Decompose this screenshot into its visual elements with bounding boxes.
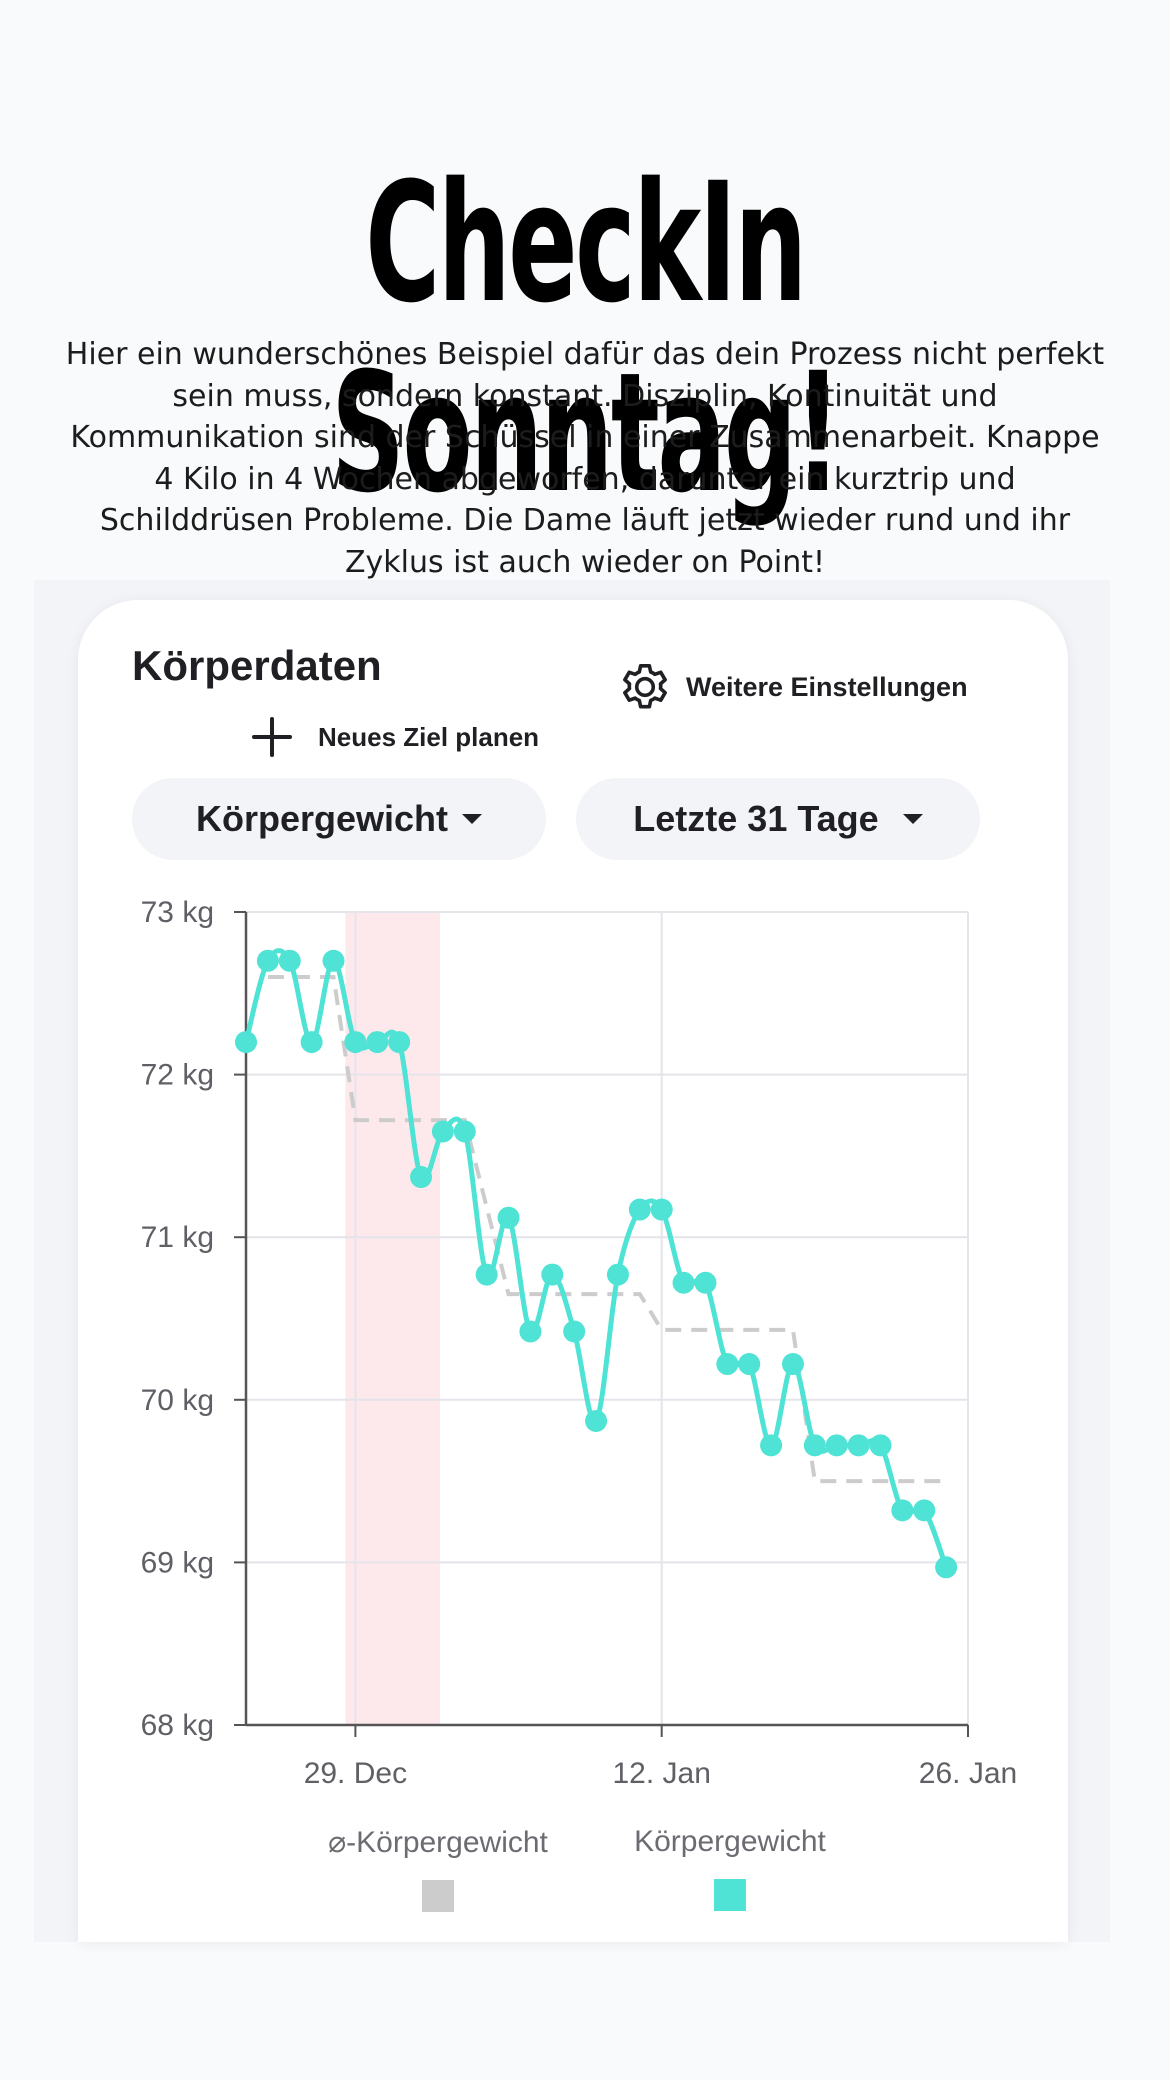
metric-select-value: Körpergewicht [195, 798, 449, 839]
legend-item-average[interactable]: ⌀-Körpergewicht [308, 1825, 568, 1912]
range-select-value: Letzte 31 Tage [633, 798, 879, 839]
plus-icon [252, 717, 292, 757]
metric-select[interactable]: Körpergewicht [132, 778, 546, 860]
card-title: Körperdaten [132, 642, 382, 689]
more-settings-button[interactable]: Weitere Einstellungen [614, 655, 968, 719]
post-headline: CheckIn Sonntag! [331, 147, 841, 529]
more-settings-label: Weitere Einstellungen [686, 671, 968, 702]
legend-label-weight: Körpergewicht [634, 1825, 826, 1858]
range-select[interactable]: Letzte 31 Tage [576, 778, 980, 860]
legend-swatch-average [422, 1880, 454, 1912]
caret-down-icon [462, 814, 483, 824]
legend-item-weight[interactable]: Körpergewicht [600, 1825, 860, 1911]
new-goal-label: Neues Ziel planen [318, 721, 540, 752]
gear-icon [623, 664, 667, 709]
legend-swatch-weight [714, 1879, 746, 1911]
new-goal-button[interactable]: Neues Ziel planen [248, 712, 539, 762]
post-caption: Hier ein wunderschönes Beispiel dafür da… [65, 337, 1105, 580]
caret-down-icon [902, 814, 923, 824]
legend-label-average: ⌀-Körpergewicht [328, 1826, 548, 1859]
